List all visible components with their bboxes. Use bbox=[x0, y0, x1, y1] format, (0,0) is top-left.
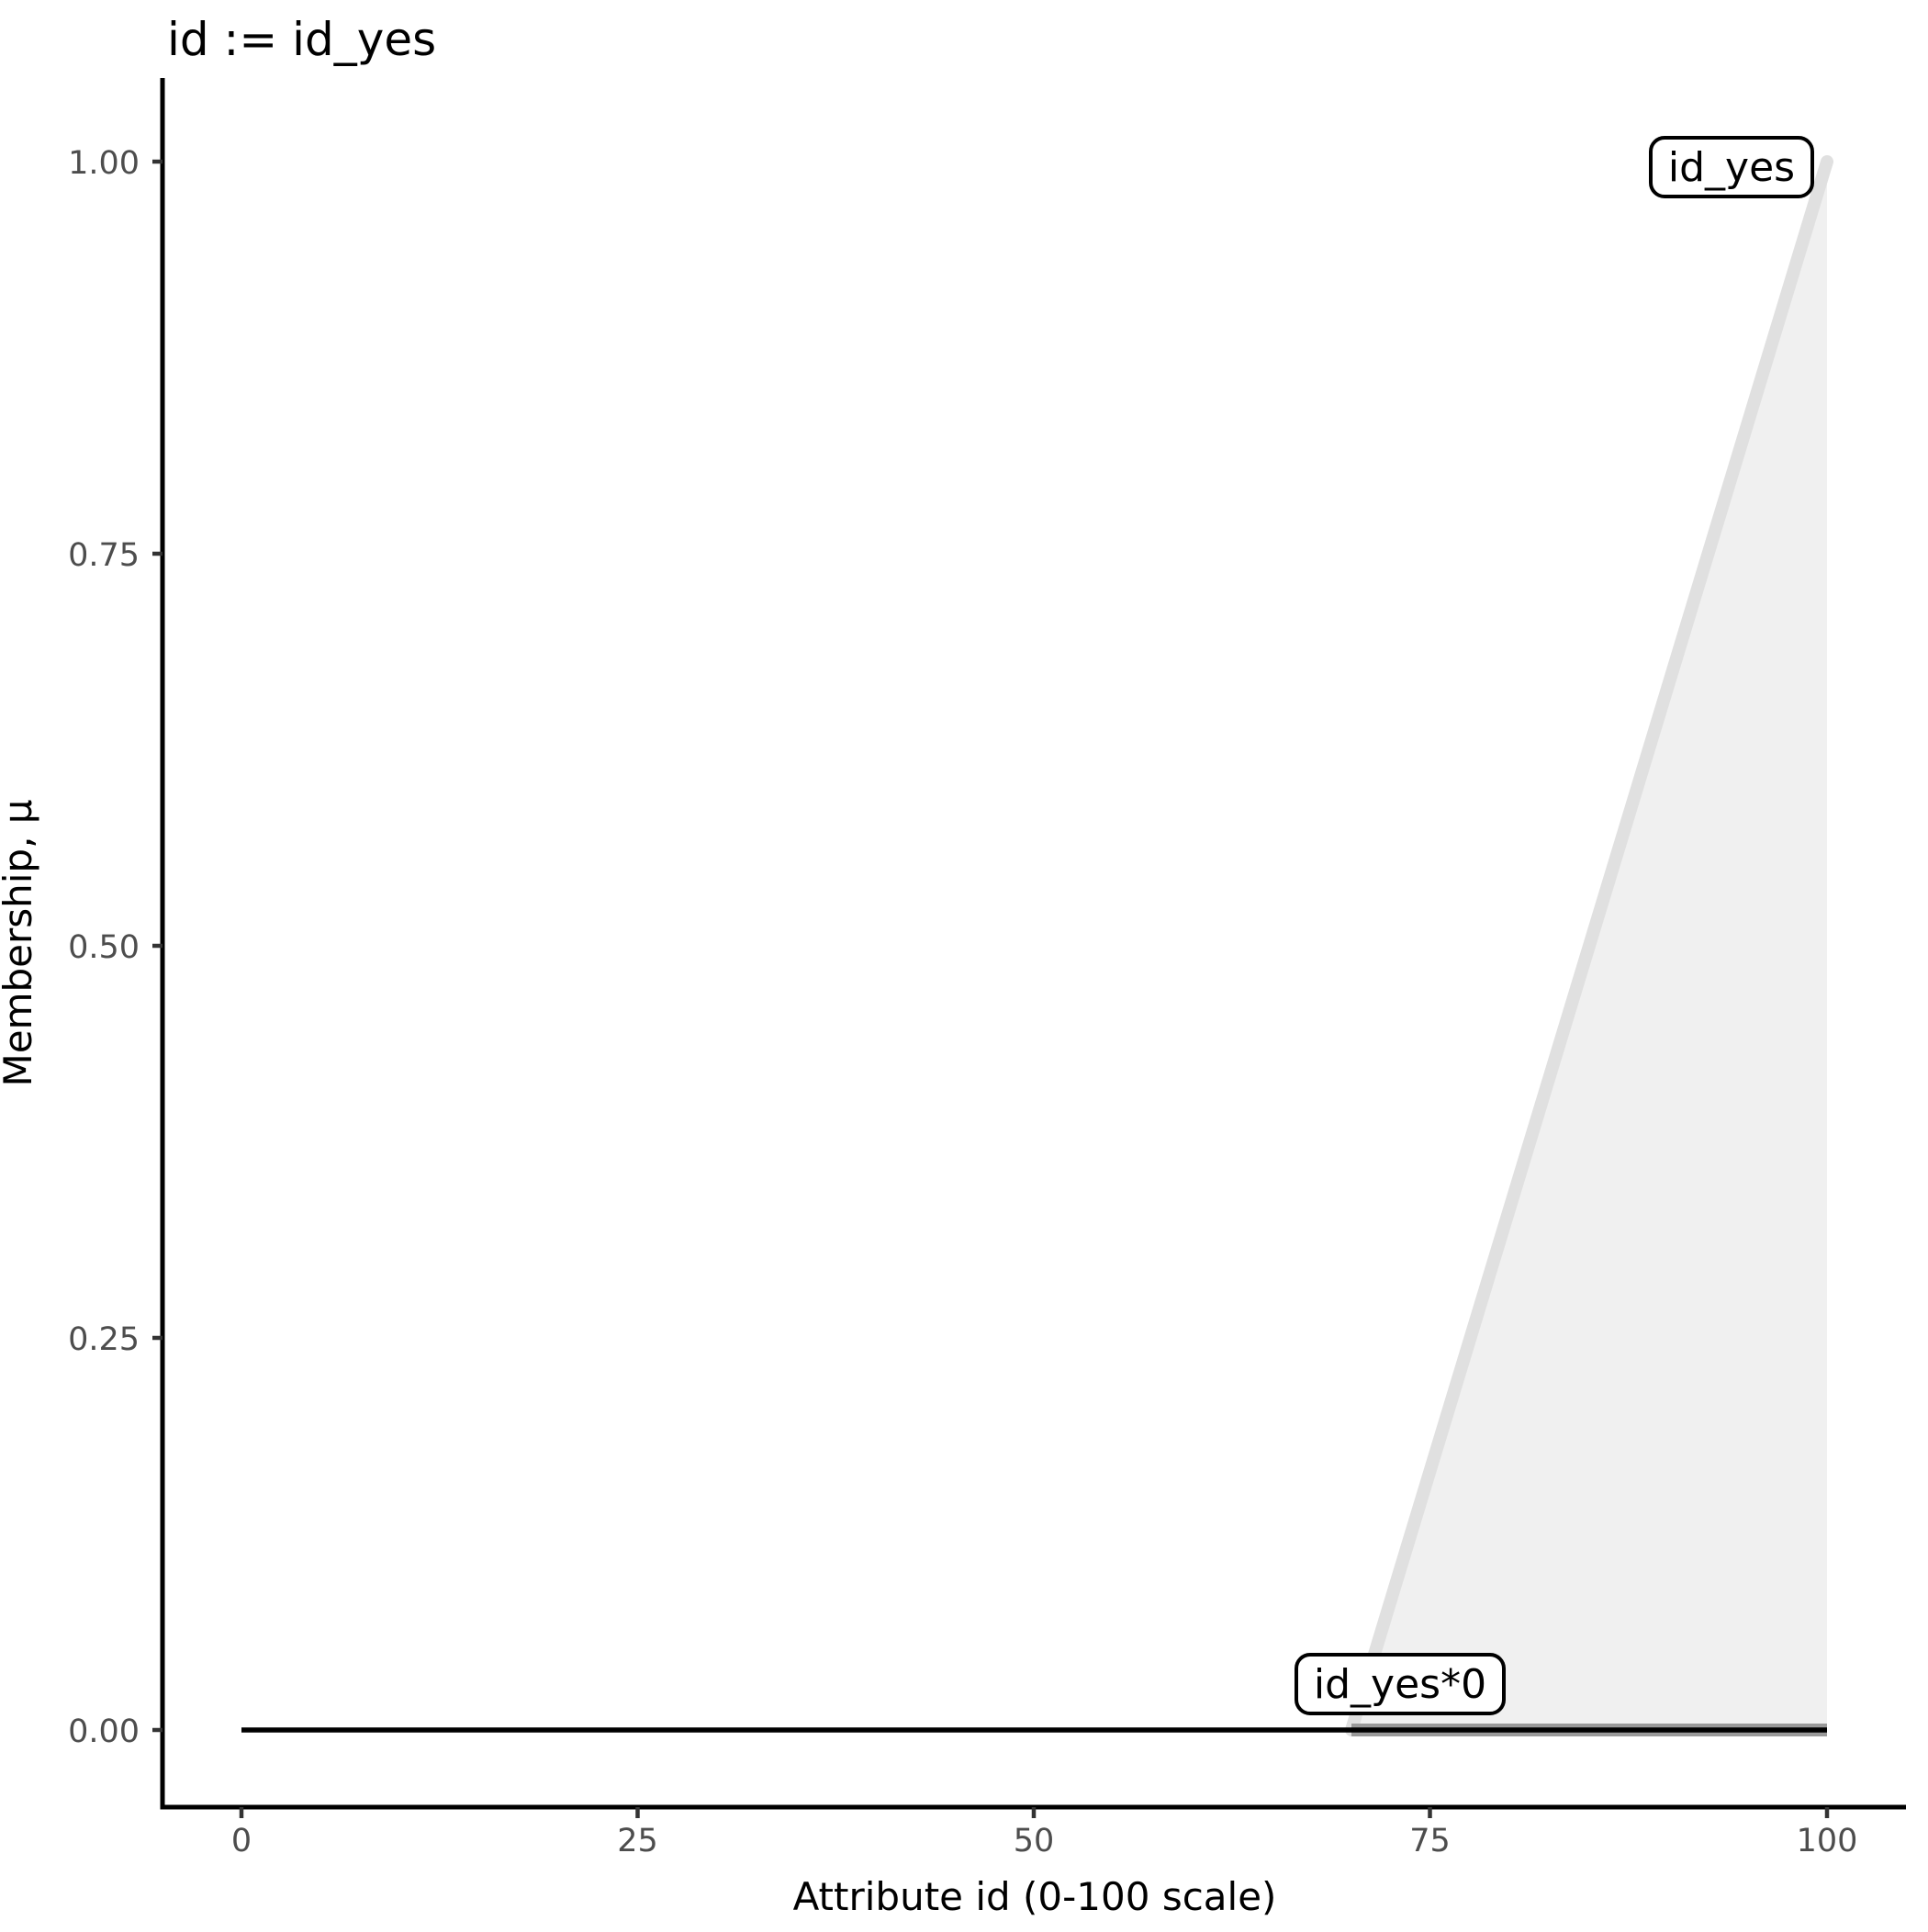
y-tick-label: 0.75 bbox=[68, 537, 140, 574]
x-axis-title: Attribute id (0-100 scale) bbox=[793, 1874, 1277, 1919]
membership-line-id_yes bbox=[1345, 155, 1833, 1736]
annotation-id_yes-times-0-text: id_yes*0 bbox=[1314, 1661, 1486, 1708]
x-tick-label: 25 bbox=[617, 1823, 658, 1859]
x-tick-label: 0 bbox=[231, 1823, 252, 1859]
chart-title: id := id_yes bbox=[167, 13, 436, 66]
y-tick-label: 0.25 bbox=[68, 1321, 140, 1358]
annotation-id_yes-times-0: id_yes*0 bbox=[1295, 1653, 1506, 1715]
annotation-id_yes-text: id_yes bbox=[1668, 144, 1795, 191]
y-tick-label: 1.00 bbox=[68, 145, 140, 182]
y-tick-label: 0.50 bbox=[68, 929, 140, 966]
annotation-id_yes-box bbox=[1649, 136, 1814, 198]
x-tick-label: 50 bbox=[1014, 1823, 1055, 1859]
annotation-id_yes: id_yes bbox=[1649, 136, 1814, 198]
y-axis-title: Membership, μ bbox=[0, 799, 40, 1086]
y-tick-label: 0.00 bbox=[68, 1713, 140, 1750]
x-tick-label: 100 bbox=[1797, 1823, 1858, 1859]
annotation-id_yes-times-0-box bbox=[1295, 1653, 1506, 1715]
x-tick-label: 75 bbox=[1409, 1823, 1451, 1859]
